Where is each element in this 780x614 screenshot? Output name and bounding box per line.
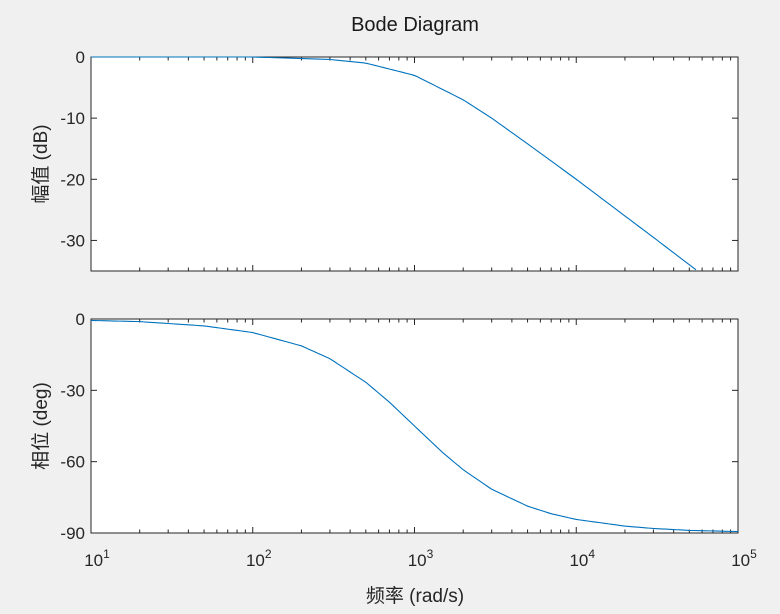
magnitude-ticks — [90, 56, 739, 271]
x-tick-exponent: 5 — [750, 547, 757, 561]
x-tick-base: 10 — [408, 551, 427, 570]
magnitude-plot-area — [90, 56, 739, 272]
x-tick-label: 105 — [731, 547, 757, 570]
x-axis-label: 频率 (rad/s) — [366, 585, 464, 607]
x-tick-exponent: 2 — [265, 547, 272, 561]
phase-ytick-labels: 0 -30 -60 -90 — [60, 310, 85, 543]
x-tick-label: 104 — [569, 547, 595, 570]
phase-ytick-label: -30 — [60, 381, 85, 400]
x-tick-label: 103 — [408, 547, 434, 570]
x-tick-exponent: 3 — [427, 547, 434, 561]
x-tick-base: 10 — [731, 551, 750, 570]
phase-ytick-label: 0 — [76, 310, 85, 329]
x-tick-exponent: 4 — [588, 547, 595, 561]
chart-title: Bode Diagram — [351, 14, 479, 36]
x-tick-labels: 101 102 103 104 105 — [84, 547, 757, 570]
x-tick-base: 10 — [569, 551, 588, 570]
x-tick-label: 102 — [246, 547, 272, 570]
magnitude-ytick-label: -30 — [60, 231, 85, 250]
phase-ylabel: 相位 (deg) — [30, 382, 52, 470]
phase-ytick-label: -60 — [60, 453, 85, 472]
magnitude-ytick-label: -10 — [60, 109, 85, 128]
magnitude-ytick-labels: 0 -10 -20 -30 — [60, 48, 85, 250]
magnitude-ylabel: 幅值 (dB) — [30, 124, 52, 203]
x-tick-label: 101 — [84, 547, 110, 570]
phase-panel: 0 -30 -60 -90 相位 (deg) — [30, 310, 739, 543]
phase-ytick-label: -90 — [60, 524, 85, 543]
x-tick-base: 10 — [84, 551, 103, 570]
x-tick-base: 10 — [246, 551, 265, 570]
phase-series-line — [90, 319, 739, 533]
phase-ticks — [90, 318, 739, 534]
x-tick-exponent: 1 — [103, 547, 110, 561]
magnitude-series-line — [91, 56, 697, 271]
magnitude-ytick-label: 0 — [76, 48, 85, 67]
magnitude-panel: 0 -10 -20 -30 幅值 (dB) — [30, 48, 739, 272]
magnitude-ytick-label: -20 — [60, 170, 85, 189]
